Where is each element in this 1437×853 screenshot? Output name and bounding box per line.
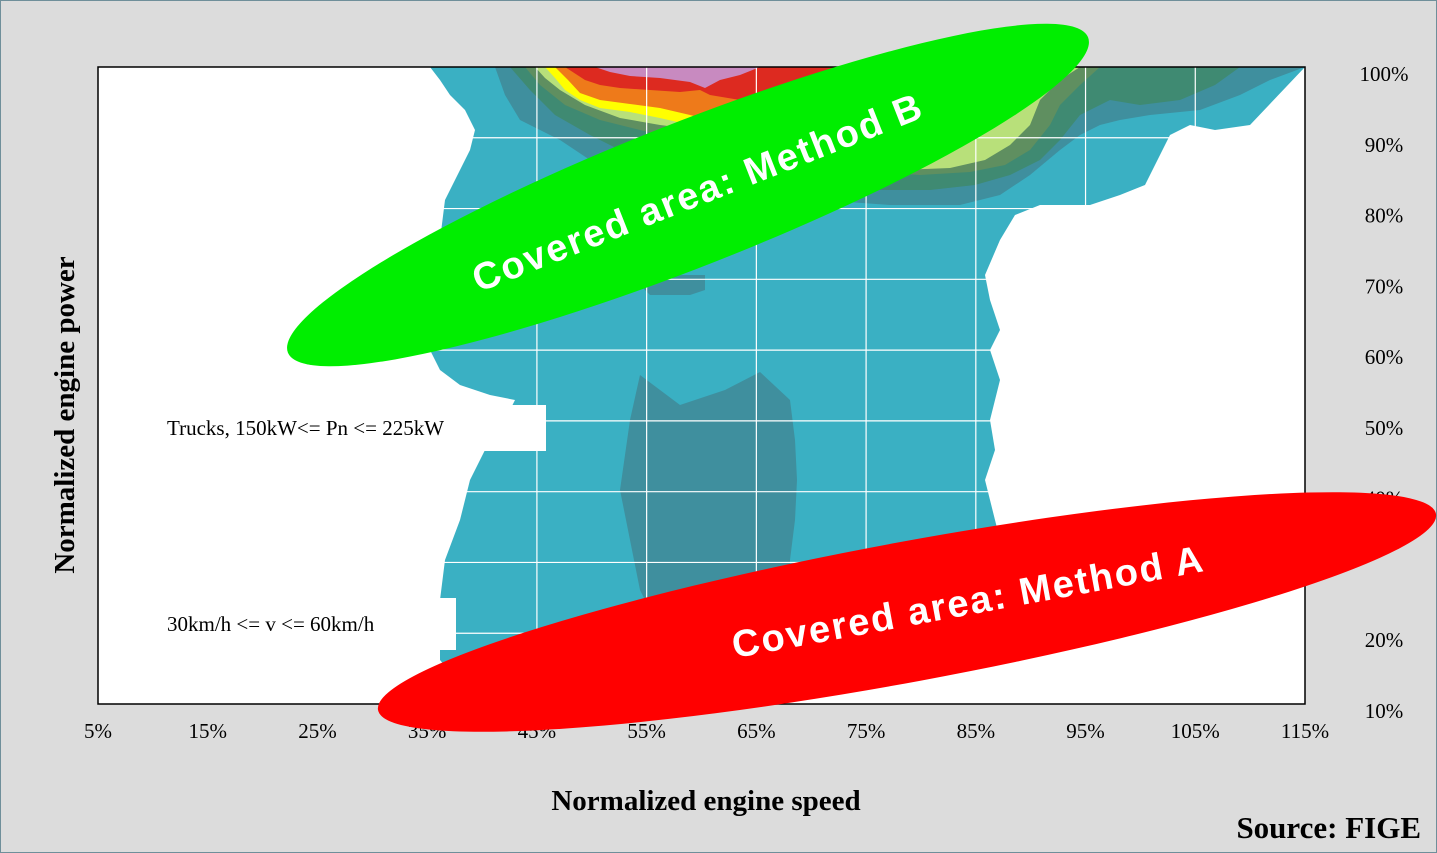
x-tick-label: 105%	[1171, 719, 1220, 743]
source-label: Source: FIGE	[1236, 810, 1421, 845]
y-axis-ticks: 100%90%80%70%60%50%40%20%10%	[1360, 62, 1409, 723]
method-b-ellipse	[287, 23, 1089, 367]
y-tick-label: 100%	[1360, 62, 1409, 86]
x-tick-label: 5%	[84, 719, 112, 743]
annotation-trucks: Trucks, 150kW<= Pn <= 225kW	[155, 405, 546, 451]
y-tick-label: 60%	[1365, 345, 1404, 369]
y-tick-label: 80%	[1365, 204, 1404, 228]
y-tick-label: 20%	[1365, 628, 1404, 652]
x-tick-label: 15%	[188, 719, 227, 743]
x-tick-label: 85%	[957, 719, 996, 743]
x-tick-label: 55%	[627, 719, 666, 743]
y-tick-label: 90%	[1365, 133, 1404, 157]
contour-violet	[595, 67, 760, 88]
x-axis-title: Normalized engine speed	[551, 785, 860, 817]
method-a-ellipse	[377, 492, 1437, 732]
y-tick-label: 50%	[1365, 416, 1404, 440]
annotation-speed: 30km/h <= v <= 60km/h	[155, 598, 456, 650]
x-tick-label: 115%	[1281, 719, 1329, 743]
x-tick-label: 65%	[737, 719, 776, 743]
x-tick-label: 25%	[298, 719, 337, 743]
y-tick-label: 70%	[1365, 274, 1404, 298]
x-tick-label: 95%	[1066, 719, 1105, 743]
x-axis-ticks: 5% 15% 25% 35% 45% 55% 65% 75% 85% 95% 105% 115%	[84, 719, 1329, 743]
y-axis-title: Normalized engine power	[49, 256, 81, 573]
x-tick-label: 75%	[847, 719, 886, 743]
y-tick-label: 10%	[1365, 699, 1404, 723]
